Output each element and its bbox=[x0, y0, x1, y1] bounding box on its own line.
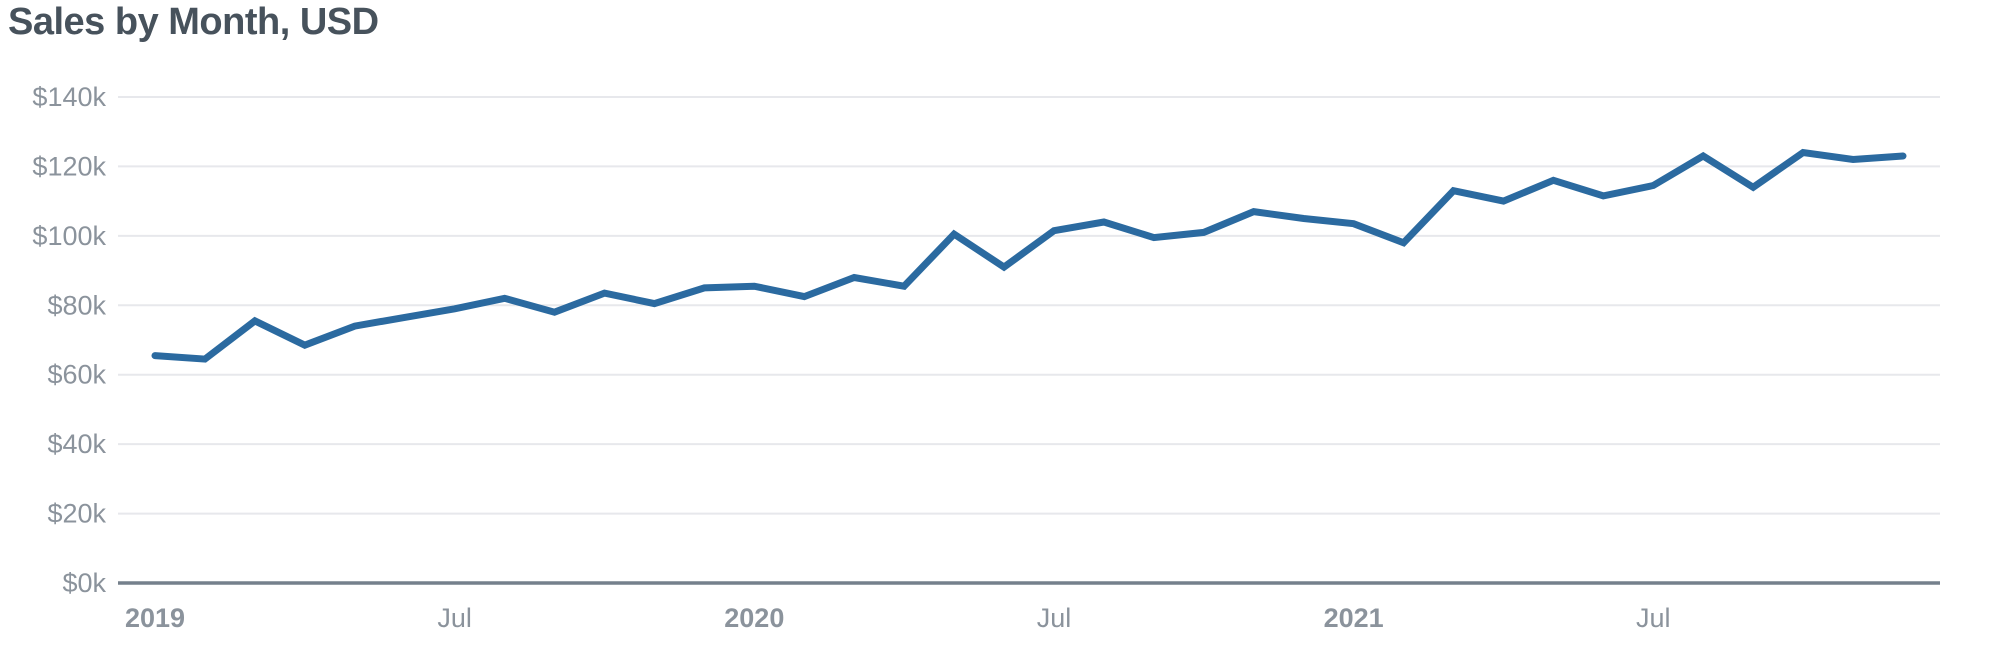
y-axis-tick-labels: $0k $20k $40k $60k $80k $100k $120k $140k bbox=[32, 82, 106, 598]
x-tick-label: 2021 bbox=[1324, 603, 1384, 633]
x-tick-label: 2020 bbox=[724, 603, 784, 633]
y-tick-label: $140k bbox=[32, 82, 106, 112]
x-tick-label: Jul bbox=[1037, 603, 1072, 633]
x-tick-label: Jul bbox=[1636, 603, 1671, 633]
x-tick-label: 2019 bbox=[125, 603, 185, 633]
y-tick-label: $80k bbox=[47, 290, 106, 320]
y-tick-label: $0k bbox=[62, 568, 106, 598]
x-axis-tick-labels: 2019 Jul 2020 Jul 2021 Jul bbox=[125, 603, 1671, 633]
y-tick-label: $120k bbox=[32, 151, 106, 181]
x-tick-label: Jul bbox=[437, 603, 472, 633]
y-gridlines bbox=[118, 96, 1940, 585]
chart-title: Sales by Month, USD bbox=[8, 1, 379, 43]
y-tick-label: $40k bbox=[47, 429, 106, 459]
y-tick-label: $60k bbox=[47, 360, 106, 390]
y-tick-label: $100k bbox=[32, 221, 106, 251]
sales-trend-line bbox=[151, 148, 1907, 363]
y-tick-label: $20k bbox=[47, 499, 106, 529]
